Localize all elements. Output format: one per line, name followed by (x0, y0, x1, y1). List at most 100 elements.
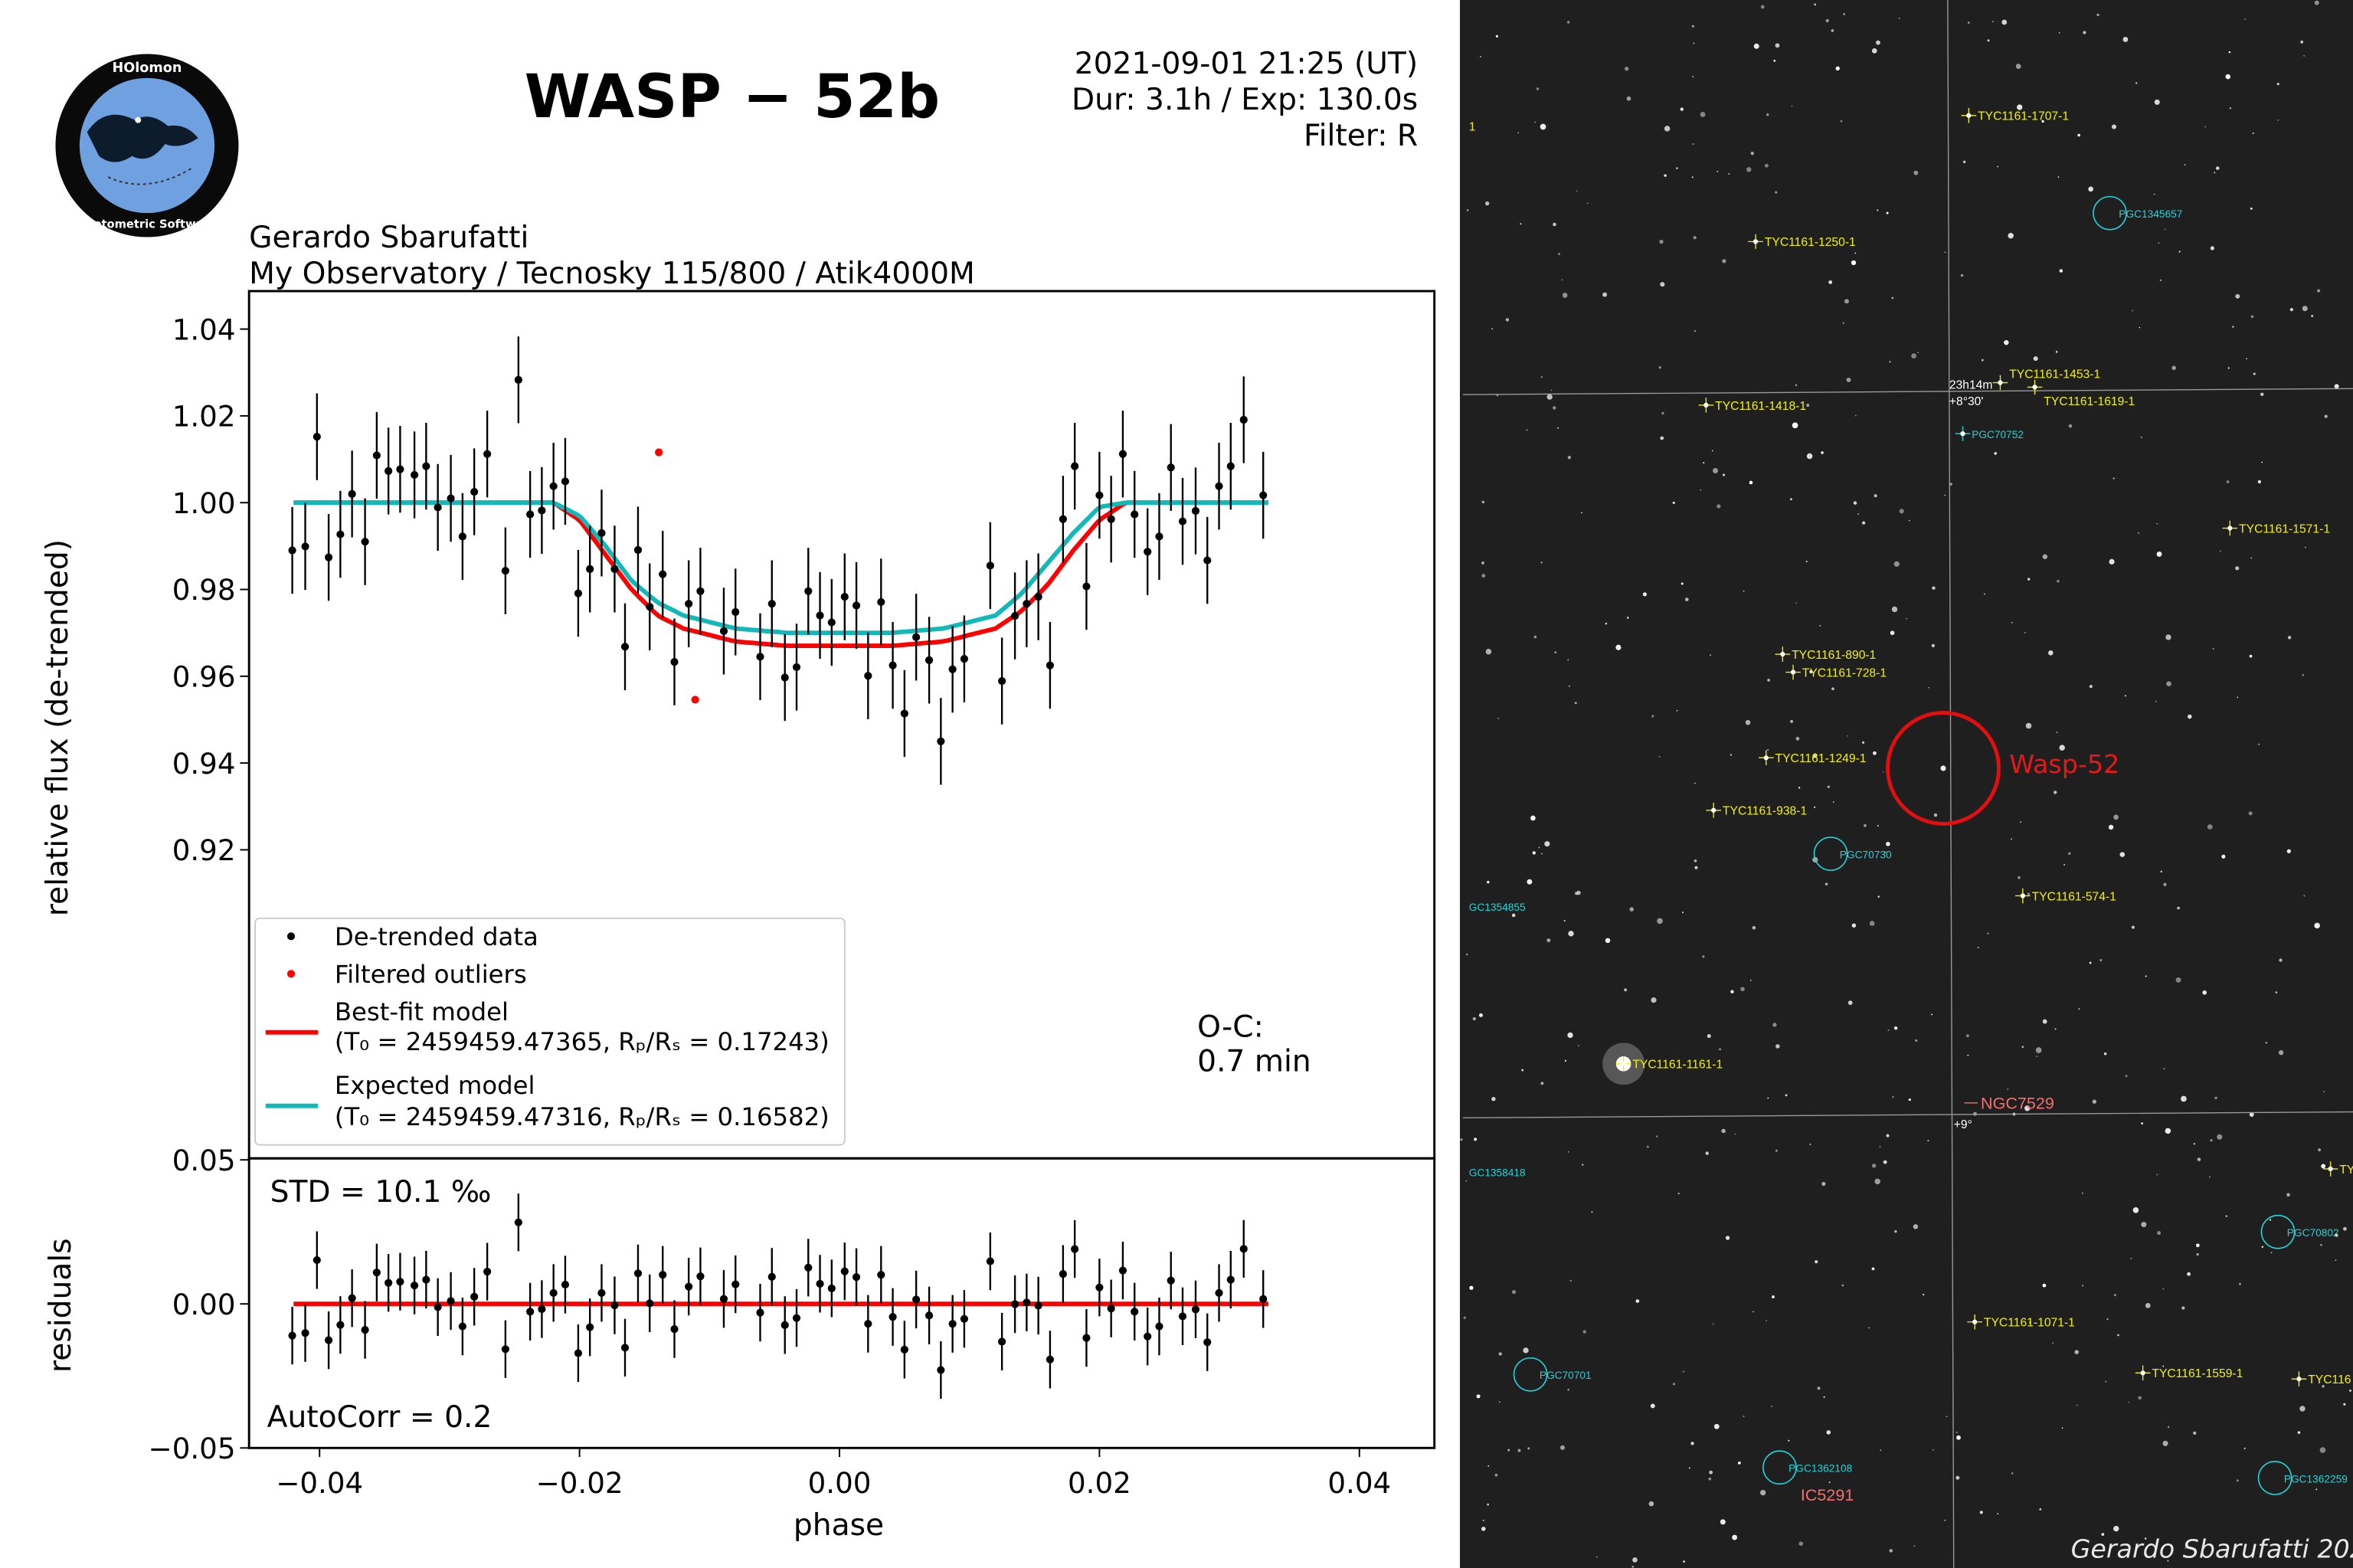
star (1923, 1293, 1925, 1296)
star (1642, 592, 1647, 597)
star (1753, 43, 1759, 49)
star (1932, 586, 1936, 590)
star (2011, 621, 2013, 624)
target-circle (1886, 711, 2001, 826)
star (2275, 991, 2278, 994)
catalog-label: TYC1161-1619-1 (2044, 395, 2135, 408)
star (1533, 635, 1537, 639)
star (1664, 174, 1667, 177)
star (2112, 124, 2117, 129)
residual-point (526, 1308, 535, 1316)
star (1476, 1394, 1481, 1399)
star (2162, 1365, 2165, 1367)
star (1835, 66, 1840, 70)
data-point (586, 565, 594, 573)
star (1527, 1447, 1530, 1450)
star (1517, 1449, 1521, 1452)
star (2297, 1431, 2301, 1434)
star (1563, 919, 1566, 922)
star (2232, 326, 2234, 328)
star-field-image: 1 TYC1161-1707-1 TYC1161-1250-1 PGC1345657 T… (1460, 0, 2353, 1568)
star (2154, 99, 2160, 105)
star (1967, 1054, 1969, 1056)
star (1478, 1013, 1483, 1017)
star (1876, 40, 1880, 45)
star (1887, 1030, 1890, 1031)
residual-point (781, 1321, 789, 1329)
residuals-axis-label: residuals (44, 1238, 78, 1373)
star (2139, 326, 2141, 329)
data-point (1215, 482, 1223, 490)
star (1625, 67, 1629, 71)
star (2250, 315, 2254, 318)
star (1721, 1128, 1726, 1134)
data-point (538, 506, 546, 515)
star (1703, 462, 1705, 464)
catalog-star (2328, 1166, 2333, 1172)
star (2105, 1380, 2107, 1383)
residual-point (1023, 1298, 1031, 1307)
catalog-star (1621, 1061, 1626, 1066)
residual-point (1239, 1245, 1248, 1253)
star (1962, 160, 1966, 164)
star (2157, 1231, 2162, 1236)
data-point (1071, 462, 1079, 470)
star (2286, 1193, 2290, 1197)
star (1658, 366, 1661, 369)
star (1722, 259, 1726, 264)
star (1540, 123, 1546, 130)
data-point (852, 601, 861, 610)
data-point (1034, 593, 1042, 601)
star (2235, 293, 2240, 299)
star (2163, 1068, 2165, 1070)
catalog-label: TYC1161-574-1 (2032, 890, 2116, 903)
star (2343, 1403, 2346, 1406)
data-point (1095, 491, 1104, 499)
star (1854, 414, 1857, 417)
catalog-label: TYC1161-1571-1 (2239, 522, 2330, 535)
star (1567, 1389, 1569, 1391)
residual-point (1095, 1283, 1104, 1291)
star (2138, 1396, 2142, 1400)
star (2311, 315, 2314, 318)
data-point (385, 466, 393, 475)
star (1560, 1445, 1566, 1450)
model-curves (293, 500, 1269, 1307)
data-point (864, 672, 872, 680)
data-point (396, 465, 404, 473)
catalog-label: GC1358418 (1469, 1167, 1526, 1179)
data-point (597, 529, 606, 537)
star (2196, 1252, 2199, 1256)
star (2162, 1440, 2168, 1446)
star (2252, 133, 2254, 134)
star (1846, 378, 1851, 382)
star (1692, 76, 1694, 78)
star (1700, 489, 1702, 491)
star (1660, 282, 1665, 287)
star (1511, 913, 1516, 918)
star (1749, 979, 1752, 981)
star (1716, 504, 1721, 509)
star (1775, 191, 1778, 194)
star (1883, 771, 1884, 773)
star (2177, 906, 2180, 910)
star (2165, 634, 2171, 640)
star (1979, 1511, 1983, 1514)
star (2318, 1148, 2321, 1151)
star (1889, 361, 1891, 363)
star (1561, 279, 1563, 281)
star (1708, 1477, 1712, 1481)
catalog-star (1966, 113, 1972, 118)
star (2322, 1091, 2325, 1093)
star (2187, 1272, 2191, 1276)
star (2181, 1306, 2185, 1310)
star (1842, 322, 1844, 324)
star (2057, 176, 2060, 178)
star (1586, 202, 1589, 205)
star (1832, 801, 1834, 803)
y-tick-label: 0.98 (172, 573, 236, 607)
star (2278, 1049, 2284, 1056)
star (1944, 494, 1946, 496)
star (1764, 163, 1769, 168)
star (2132, 1207, 2139, 1213)
